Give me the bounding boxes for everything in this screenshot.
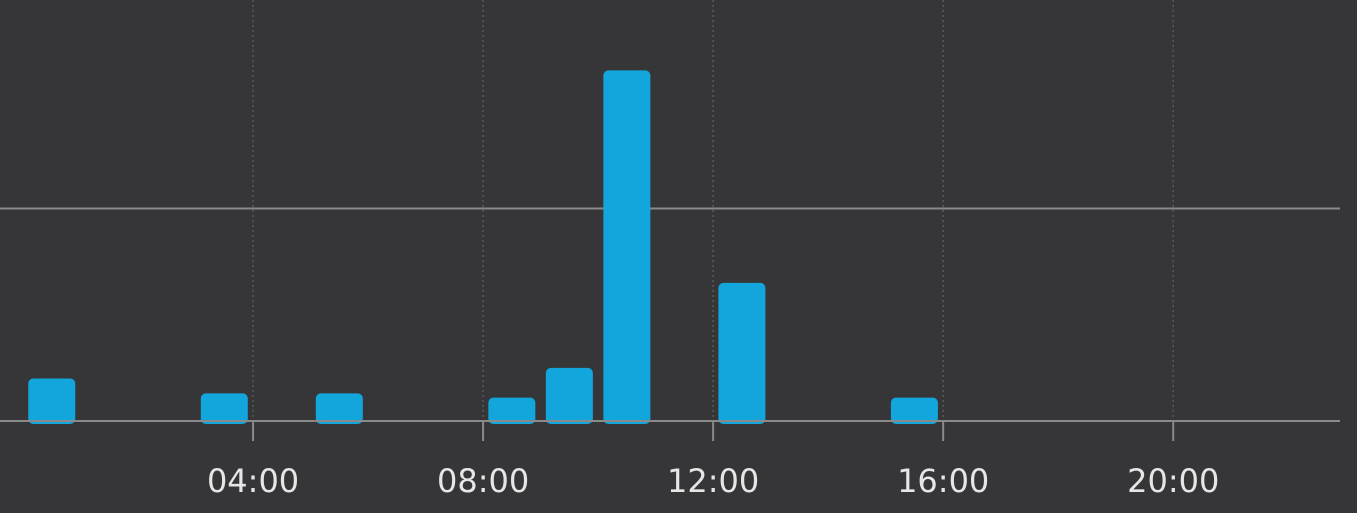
bar xyxy=(890,397,938,424)
bar xyxy=(28,378,76,424)
bar xyxy=(488,397,536,424)
bar xyxy=(718,282,766,424)
vertical-gridlines xyxy=(252,0,1174,421)
x-tick-label: 16:00 xyxy=(897,462,989,500)
x-tick-label: 20:00 xyxy=(1127,462,1219,500)
x-tick-label: 08:00 xyxy=(437,462,529,500)
bar xyxy=(315,393,363,424)
x-tick-label: 04:00 xyxy=(207,462,299,500)
x-axis-tick-labels: 04:00 08:00 12:00 16:00 20:00 xyxy=(207,462,1219,500)
bar xyxy=(545,367,593,424)
bar xyxy=(603,70,651,424)
x-tick-label: 12:00 xyxy=(667,462,759,500)
bar xyxy=(200,393,248,424)
bars-group xyxy=(28,70,938,424)
x-axis-ticks xyxy=(252,421,1175,441)
